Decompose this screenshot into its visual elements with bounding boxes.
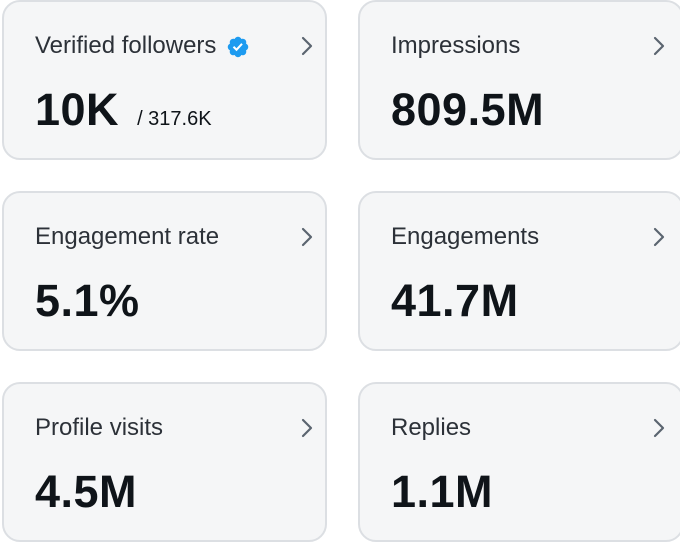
card-title-row: Replies — [391, 414, 471, 442]
card-value-row: 5.1% — [35, 275, 140, 327]
verified-badge-icon — [226, 35, 250, 59]
card-title: Engagement rate — [35, 223, 220, 250]
card-engagement-rate[interactable]: Engagement rate 5.1% — [2, 191, 327, 351]
card-value-row: 41.7M — [391, 275, 519, 327]
card-subvalue: / 317.6K — [137, 108, 212, 130]
chevron-right-icon — [653, 418, 665, 438]
card-title-row: Profile visits — [35, 414, 163, 442]
card-title: Engagements — [391, 223, 540, 250]
card-value: 4.5M — [35, 466, 138, 517]
chevron-right-icon — [301, 227, 313, 247]
chevron-right-icon — [301, 36, 313, 56]
card-verified-followers[interactable]: Verified followers 10K / 317.6K — [2, 0, 327, 160]
card-value-row: 809.5M — [391, 84, 544, 136]
card-value: 809.5M — [391, 84, 545, 135]
card-impressions[interactable]: Impressions 809.5M — [358, 0, 680, 160]
card-engagements[interactable]: Engagements 41.7M — [358, 191, 680, 351]
chevron-right-icon — [301, 418, 313, 438]
card-title: Replies — [391, 414, 472, 441]
card-value-row: 1.1M — [391, 466, 493, 518]
card-title: Verified followers — [35, 32, 217, 59]
card-value: 1.1M — [391, 466, 494, 517]
card-value: 10K — [35, 84, 120, 135]
card-title-row: Verified followers — [35, 32, 250, 60]
card-title-row: Engagement rate — [35, 223, 219, 251]
chevron-right-icon — [653, 36, 665, 56]
card-value-row: 4.5M — [35, 466, 137, 518]
card-value: 41.7M — [391, 275, 519, 326]
card-value-row: 10K / 317.6K — [35, 84, 212, 136]
chevron-right-icon — [653, 227, 665, 247]
card-profile-visits[interactable]: Profile visits 4.5M — [2, 382, 327, 542]
card-value: 5.1% — [35, 275, 140, 326]
card-title-row: Engagements — [391, 223, 539, 251]
card-replies[interactable]: Replies 1.1M — [358, 382, 680, 542]
card-title: Impressions — [391, 32, 521, 59]
card-title: Profile visits — [35, 414, 164, 441]
card-title-row: Impressions — [391, 32, 520, 60]
